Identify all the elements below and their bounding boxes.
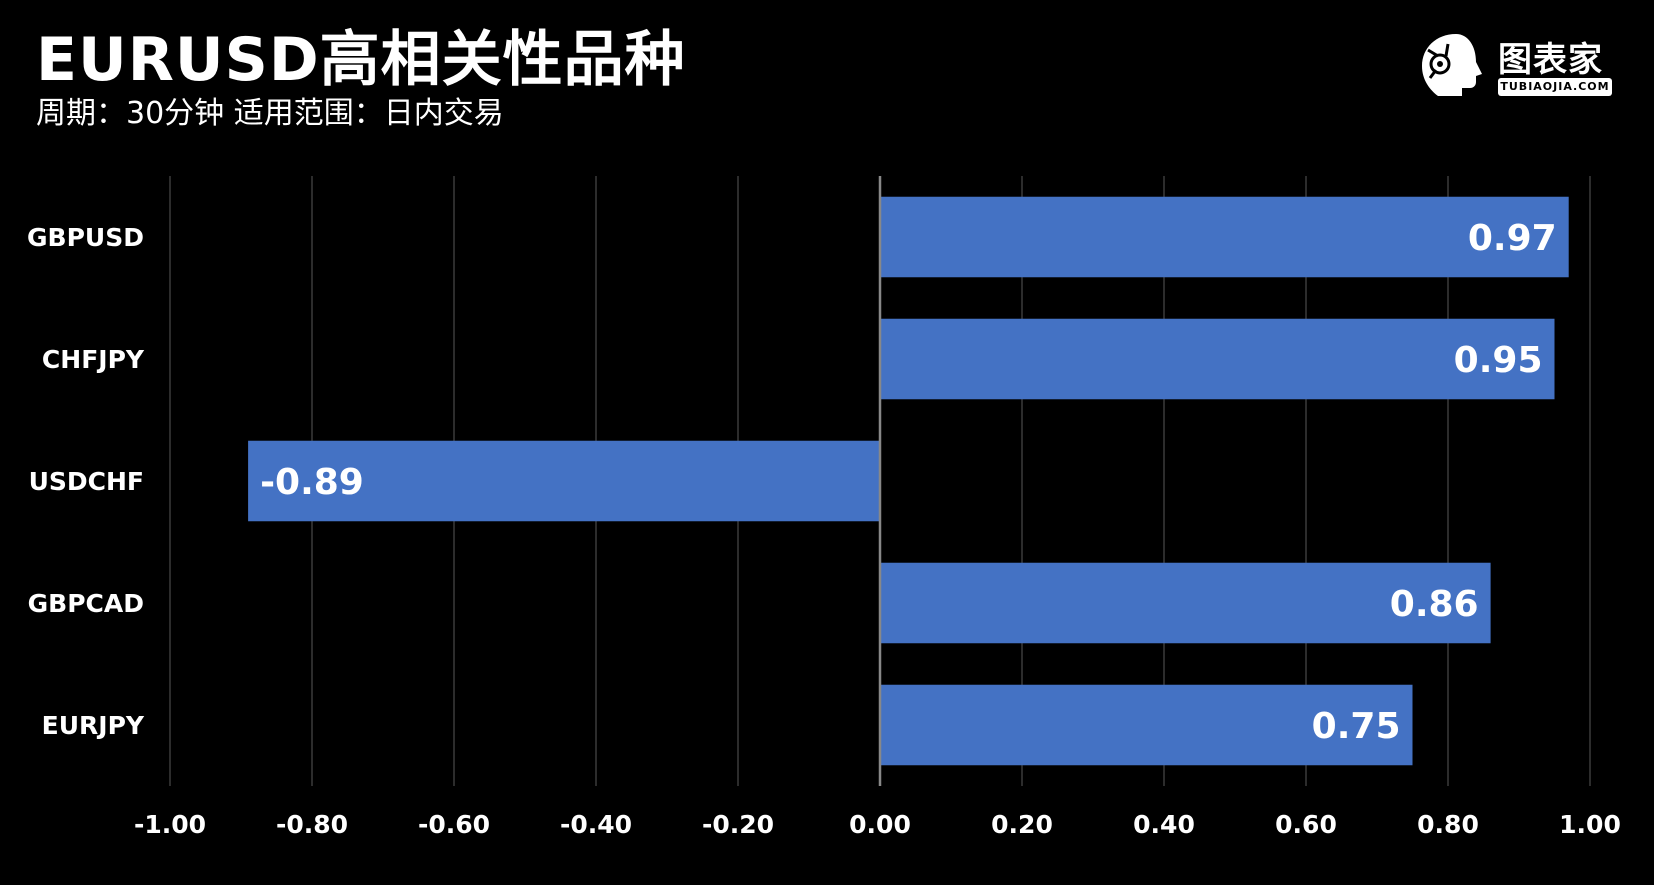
- value-label: -0.89: [260, 462, 364, 503]
- x-tick-label: -0.40: [560, 810, 632, 839]
- category-label: GBPCAD: [28, 589, 144, 618]
- value-label: 0.75: [1312, 706, 1401, 747]
- brand-logo: 图表家 TUBIAOJIA.COM: [1416, 30, 1616, 102]
- bar: [880, 196, 1569, 278]
- logo-subtext: TUBIAOJIA.COM: [1498, 78, 1612, 96]
- x-tick-label: 0.00: [849, 810, 911, 839]
- x-tick-label: 1.00: [1559, 810, 1621, 839]
- bar: [880, 318, 1555, 400]
- bar: [880, 562, 1491, 644]
- x-tick-label: 0.80: [1417, 810, 1479, 839]
- value-labels: 0.97 0.95 -0.89 0.86 0.75: [260, 218, 1557, 747]
- x-tick-label: 0.20: [991, 810, 1053, 839]
- x-tick-label: -0.20: [702, 810, 774, 839]
- category-label: CHFJPY: [42, 345, 145, 374]
- head-icon: [1422, 34, 1482, 96]
- category-label: EURJPY: [42, 711, 145, 740]
- bar: [880, 684, 1413, 766]
- category-label: USDCHF: [29, 467, 144, 496]
- logo-name: 图表家: [1498, 40, 1603, 80]
- x-tick-label: -0.80: [276, 810, 348, 839]
- category-labels: GBPUSD CHFJPY USDCHF GBPCAD EURJPY: [27, 223, 145, 740]
- chart-subtitle: 周期：30分钟 适用范围：日内交易: [36, 96, 504, 131]
- value-label: 0.95: [1454, 340, 1543, 381]
- x-tick-labels: -1.00 -0.80 -0.60 -0.40 -0.20 0.00 0.20 0.40 0.6…: [134, 810, 1621, 839]
- x-tick-label: 0.40: [1133, 810, 1195, 839]
- value-label: 0.97: [1468, 218, 1557, 259]
- x-tick-label: -1.00: [134, 810, 206, 839]
- bar: [248, 440, 881, 522]
- x-tick-label: 0.60: [1275, 810, 1337, 839]
- category-label: GBPUSD: [27, 223, 144, 252]
- chart-title: EURUSD高相关性品种: [36, 25, 686, 95]
- bars: [248, 196, 1569, 766]
- value-label: 0.86: [1390, 584, 1479, 625]
- x-tick-label: -0.60: [418, 810, 490, 839]
